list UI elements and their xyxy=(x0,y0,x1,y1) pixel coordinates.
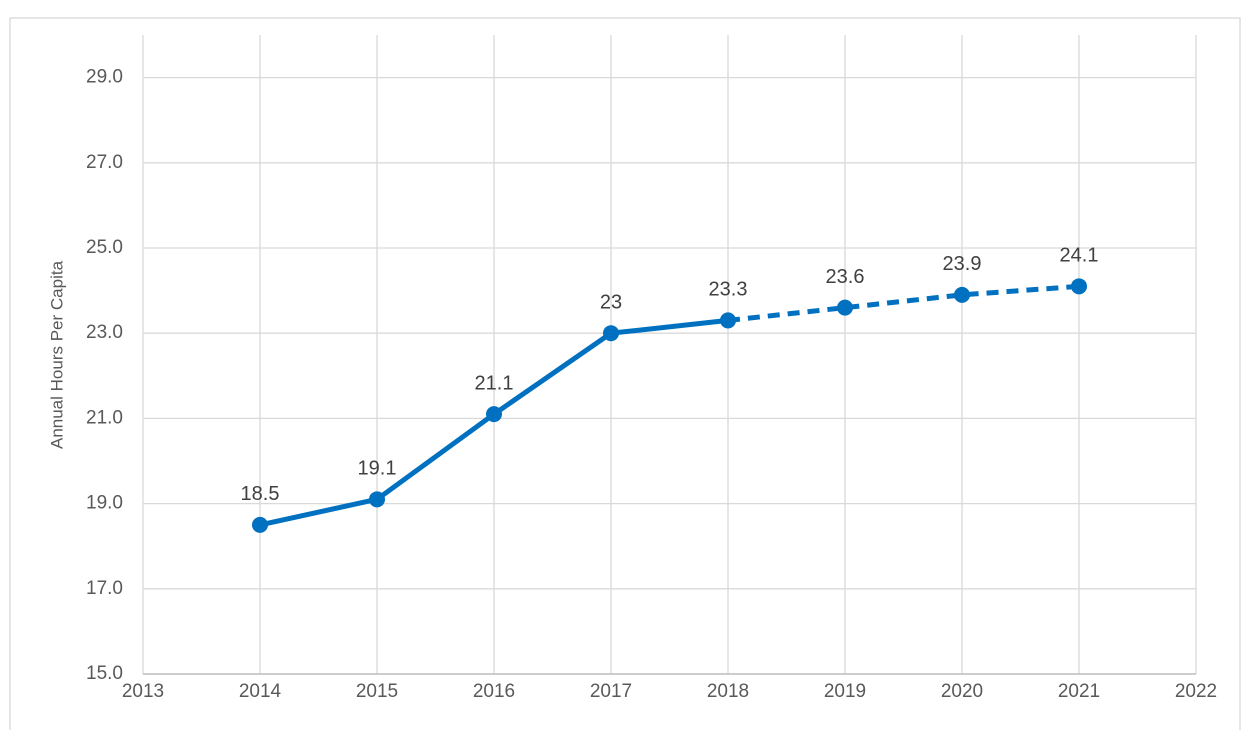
data-label: 23.3 xyxy=(709,279,748,301)
data-point xyxy=(603,325,619,342)
x-tick-label: 2015 xyxy=(356,681,398,702)
data-point xyxy=(954,286,970,303)
y-axis-label: Annual Hours Per Capita xyxy=(47,260,66,449)
x-tick-label: 2021 xyxy=(1058,681,1100,702)
y-tick-label: 19.0 xyxy=(86,493,123,514)
x-tick-label: 2022 xyxy=(1175,681,1217,702)
y-tick-label: 29.0 xyxy=(86,67,123,88)
data-point xyxy=(486,406,502,423)
data-label: 23 xyxy=(600,291,622,313)
y-tick-label: 21.0 xyxy=(86,407,123,428)
x-tick-label: 2017 xyxy=(590,681,632,702)
data-label: 21.1 xyxy=(475,372,514,394)
x-tick-label: 2019 xyxy=(824,681,866,702)
chart-frame xyxy=(9,17,1241,735)
y-tick-label: 27.0 xyxy=(86,152,123,173)
data-label: 24.1 xyxy=(1060,245,1099,267)
x-tick-label: 2014 xyxy=(239,681,282,702)
data-point xyxy=(252,516,268,533)
y-tick-label: 17.0 xyxy=(86,578,123,599)
data-label: 23.9 xyxy=(943,253,982,275)
series-line xyxy=(727,283,1080,323)
data-label: 23.6 xyxy=(826,266,865,288)
x-tick-label: 2013 xyxy=(122,681,164,702)
data-label: 19.1 xyxy=(358,458,397,480)
data-point xyxy=(837,299,853,316)
x-tick-label: 2020 xyxy=(941,681,983,702)
x-tick-label: 2016 xyxy=(473,681,515,702)
data-point xyxy=(369,491,385,508)
y-tick-label: 15.0 xyxy=(86,663,123,684)
data-label: 18.5 xyxy=(241,483,280,505)
data-point xyxy=(720,312,736,329)
x-tick-label: 2018 xyxy=(707,681,749,702)
y-tick-label: 23.0 xyxy=(86,322,123,343)
data-point xyxy=(1071,278,1087,295)
y-tick-label: 25.0 xyxy=(86,237,123,258)
